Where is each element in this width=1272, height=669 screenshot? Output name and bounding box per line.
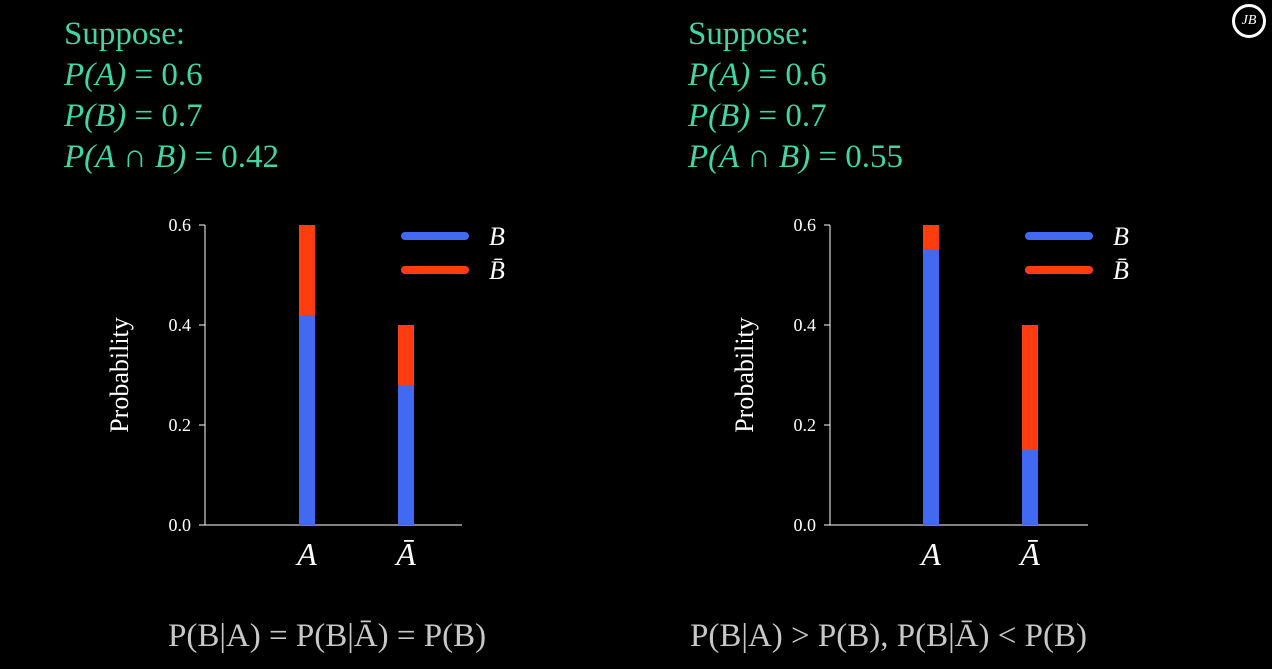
x-tick-label: Ā (394, 536, 416, 572)
conclusion-text: P(B|A) > P(B), P(B|Ā) < P(B) (690, 618, 1087, 654)
y-axis-label: Probability (730, 317, 759, 433)
y-tick-label: 0.0 (169, 515, 192, 535)
assumption-pa: P(A) = 0.6 (688, 57, 827, 93)
y-tick-label: 0.2 (169, 415, 192, 435)
stacked-bar-chart: 0.0 0.2 0.4 0.6 Probability A Ā B B̄ (730, 215, 1129, 572)
x-tick-label: A (919, 536, 941, 572)
legend-label: B̄ (1113, 256, 1129, 285)
assumption-pa: P(A) = 0.6 (64, 57, 203, 93)
y-tick-label: 0.4 (169, 315, 192, 335)
suppose-label: Suppose: (64, 16, 186, 52)
y-tick-label: 0.4 (794, 315, 817, 335)
assumption-pb: P(B) = 0.7 (64, 98, 203, 134)
assumptions-block: Suppose: P(A) = 0.6 P(B) = 0.7 P(A ∩ B) … (688, 14, 903, 178)
assumption-pab: P(A ∩ B) = 0.55 (688, 139, 904, 175)
panel-dependent: Suppose: P(A) = 0.6 P(B) = 0.7 P(A ∩ B) … (636, 0, 1272, 669)
y-axis-label: Probability (105, 317, 134, 433)
y-tick-label: 0.6 (169, 215, 192, 235)
conclusion-text: P(B|A) = P(B|Ā) = P(B) (168, 618, 487, 654)
bar-b-a (923, 250, 939, 525)
assumption-pab: P(A ∩ B) = 0.42 (64, 139, 280, 175)
legend-label: B (489, 222, 505, 251)
bar-not-b-not-a (398, 325, 414, 385)
stacked-bar-chart: 0.0 0.2 0.4 0.6 Probability A Ā B B̄ (105, 215, 505, 572)
assumption-pb: P(B) = 0.7 (688, 98, 827, 134)
channel-logo: JB (1232, 4, 1266, 38)
bar-not-b-a (923, 225, 939, 250)
bar-not-b-a (299, 225, 315, 315)
x-tick-label: Ā (1018, 536, 1040, 572)
assumptions-block: Suppose: P(A) = 0.6 P(B) = 0.7 P(A ∩ B) … (64, 14, 279, 178)
x-tick-label: A (295, 536, 317, 572)
y-tick-label: 0.2 (794, 415, 817, 435)
panel-independent: Suppose: P(A) = 0.6 P(B) = 0.7 P(A ∩ B) … (64, 14, 505, 654)
legend-label: B (1113, 222, 1129, 251)
legend-label: B̄ (489, 256, 505, 285)
bar-not-b-not-a (1022, 325, 1038, 450)
y-tick-label: 0.6 (794, 215, 817, 235)
bar-b-a (299, 315, 315, 525)
y-tick-label: 0.0 (794, 515, 817, 535)
suppose-label: Suppose: (688, 16, 810, 52)
bar-b-not-a (398, 385, 414, 525)
bar-b-not-a (1022, 450, 1038, 525)
